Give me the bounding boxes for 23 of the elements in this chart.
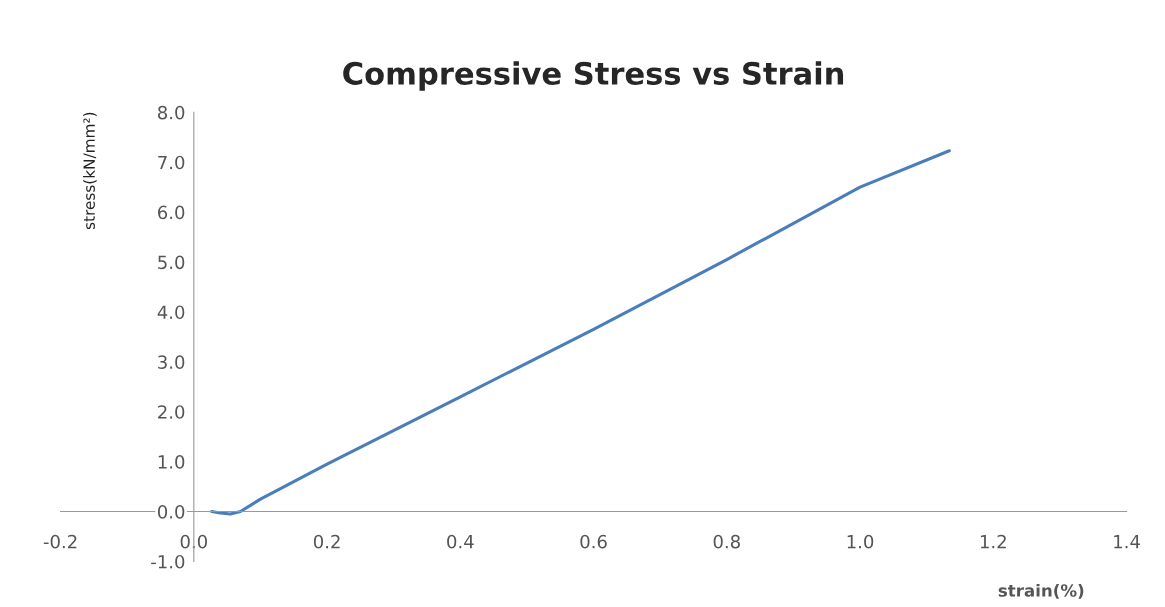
y-axis-title: stress(kN/mm²): [83, 112, 97, 230]
x-tick-label: 0.6: [580, 534, 607, 549]
y-tick-label: 8.0: [158, 105, 185, 120]
x-tick-label: 0.4: [447, 534, 474, 549]
x-tick-label: 1.2: [980, 534, 1006, 549]
y-tick-label: 7.0: [158, 155, 185, 170]
y-tick-label: 1.0: [158, 455, 185, 469]
y-tick-label: 0.0: [157, 505, 185, 519]
y-tick-label: 2.0: [158, 405, 185, 419]
y-tick-label: -1.0: [151, 554, 185, 569]
y-tick-label: 5.0: [158, 255, 185, 270]
chart-title: Compressive Stress vs Strain: [343, 61, 844, 91]
x-tick-label: 0.0: [180, 534, 207, 549]
y-tick-label: 3.0: [158, 355, 185, 369]
x-tick-label: -0.2: [43, 534, 77, 549]
x-tick-label: 0.8: [713, 534, 740, 549]
y-tick-label: 6.0: [158, 205, 185, 220]
x-axis-title: strain(%): [998, 583, 1084, 599]
line-series: [210, 149, 951, 516]
x-tick-label: 1.4: [1114, 535, 1140, 549]
x-tick-label: 1.0: [847, 534, 874, 549]
y-tick-label: 4.0: [157, 305, 185, 320]
x-tick-label: 0.2: [313, 534, 340, 549]
